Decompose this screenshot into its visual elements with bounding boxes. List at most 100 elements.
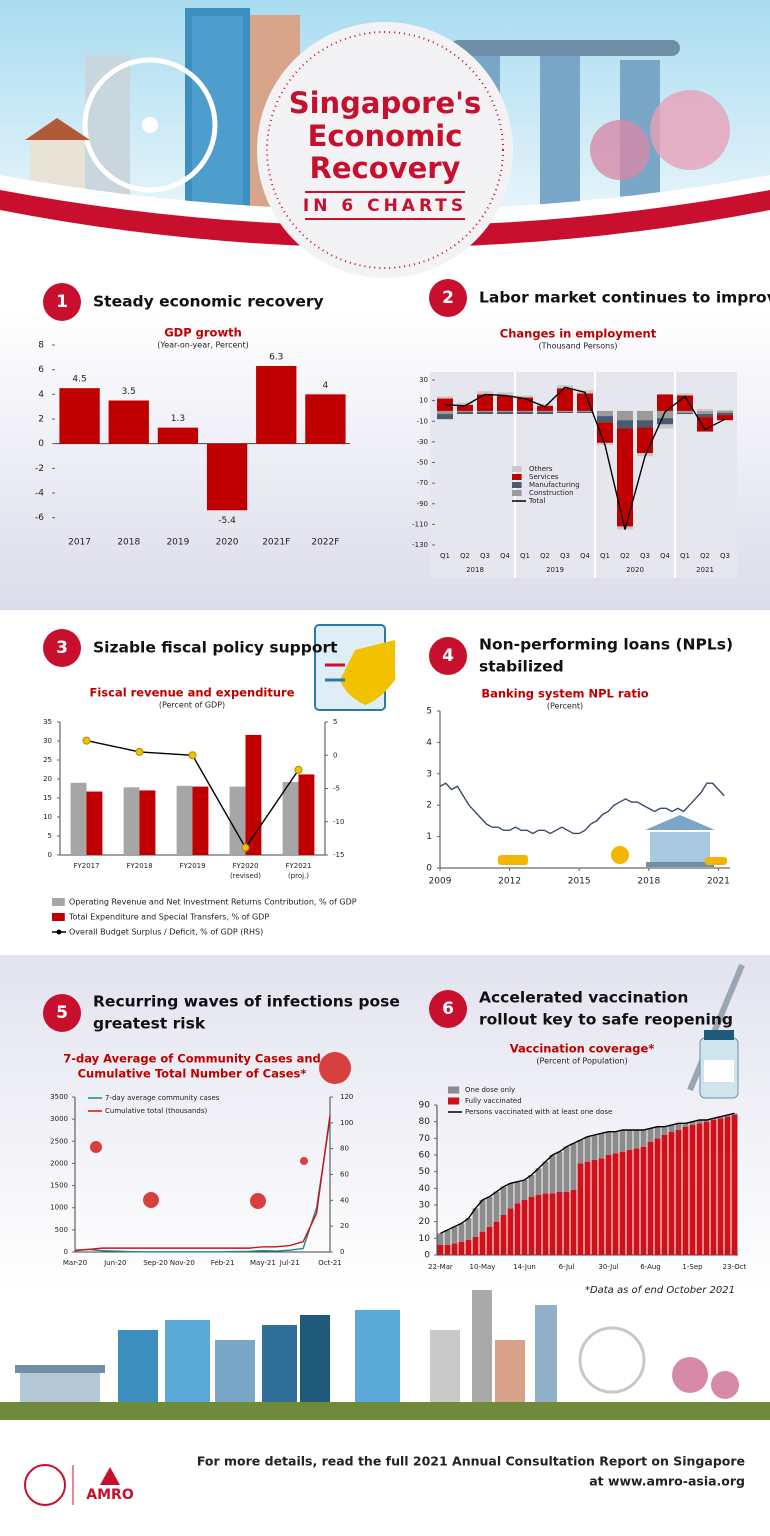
bar-segment	[577, 411, 593, 413]
legend-swatch	[512, 482, 522, 488]
bar-segment	[557, 411, 573, 413]
bar-segment	[677, 413, 693, 415]
y-tick-label: 1000	[50, 1204, 68, 1212]
bar-segment	[591, 1160, 598, 1255]
y-tick-label: -90	[417, 500, 428, 508]
y-tick-label: 3500	[50, 1093, 68, 1101]
legend-label: Total	[528, 497, 545, 505]
bar-segment	[479, 1200, 486, 1232]
bar	[245, 734, 262, 855]
bar-segment	[535, 1168, 542, 1195]
section-title: greatest risk	[93, 1015, 206, 1033]
section-title: Recurring waves of infections pose	[93, 993, 400, 1011]
x-tick-label: Q3	[720, 552, 730, 560]
bar-segment	[514, 1181, 521, 1204]
bar-segment	[633, 1130, 640, 1149]
bar-segment	[537, 405, 553, 411]
x-tick-label: FY2019	[179, 862, 205, 870]
bar	[139, 790, 156, 855]
bar-segment	[451, 1243, 458, 1255]
bar	[59, 388, 100, 444]
bar-segment	[657, 394, 673, 411]
section-number: 4	[442, 646, 454, 666]
y-tick-label: 6	[38, 365, 44, 375]
data-label: 4	[323, 381, 329, 391]
data-label: -5.4	[218, 516, 236, 526]
bar-segment	[657, 410, 673, 419]
bar-segment	[493, 1191, 500, 1222]
bar-segment	[570, 1190, 577, 1255]
chart-subtitle: (Percent)	[547, 702, 583, 711]
x-group-label: 2018	[466, 566, 484, 574]
bar-segment	[724, 1116, 731, 1255]
bar-segment	[689, 1121, 696, 1125]
bar-segment	[458, 1223, 465, 1242]
bar-segment	[537, 403, 553, 406]
x-tick-label: Q4	[580, 552, 591, 560]
x-tick-label: 2019	[166, 538, 189, 548]
bar-segment	[521, 1200, 528, 1255]
section-number: 2	[442, 288, 454, 308]
y2-tick-label: 60	[340, 1171, 349, 1179]
legend-label: Overall Budget Surplus / Deficit, % of G…	[69, 928, 263, 937]
x-tick-label: FY2018	[126, 862, 152, 870]
x-tick-label: Q1	[520, 552, 530, 560]
y-tick-label: -4	[35, 489, 44, 499]
bar-segment	[640, 1146, 647, 1255]
x-tick-label: 2020	[216, 538, 239, 548]
y-tick-label: 8	[38, 341, 44, 351]
bar-segment	[507, 1208, 514, 1255]
bar-segment	[542, 1193, 549, 1255]
bar	[206, 443, 248, 511]
bar-segment	[458, 1241, 465, 1255]
bar-segment	[493, 1221, 500, 1255]
section-title: Non-performing loans (NPLs)	[479, 636, 733, 654]
bar-segment	[696, 1120, 703, 1124]
x-tick-label: Q2	[620, 552, 630, 560]
legend-label: Persons vaccinated with at least one dos…	[465, 1108, 612, 1116]
bar-segment	[677, 393, 693, 396]
legend-label: 7-day average community cases	[105, 1094, 220, 1102]
bar	[86, 791, 103, 855]
bar-segment	[696, 1123, 703, 1255]
bar	[282, 782, 299, 855]
x-tick-label: 2018	[117, 538, 140, 548]
line	[74, 1114, 331, 1252]
chart-title: Cumulative Total Number of Cases*	[78, 1067, 307, 1081]
bar-segment	[668, 1125, 675, 1132]
bar-segment	[556, 1191, 563, 1255]
y2-tick-label: 0	[333, 751, 337, 759]
bar-segment	[486, 1226, 493, 1255]
bar-segment	[717, 1118, 724, 1255]
bar-segment	[612, 1153, 619, 1255]
line-marker	[294, 765, 303, 774]
section-number: 6	[442, 999, 454, 1019]
bar-segment	[514, 1203, 521, 1255]
y-tick-label: 2500	[50, 1137, 68, 1145]
bar-segment	[675, 1130, 682, 1255]
legend-marker	[56, 929, 62, 935]
y-tick-label: 25	[43, 756, 52, 764]
x-tick-label: FY2020	[232, 862, 258, 870]
bar	[123, 787, 140, 855]
y-tick-label: 3	[426, 769, 432, 779]
bar-segment	[703, 1120, 710, 1122]
bar-segment	[626, 1150, 633, 1255]
x-tick-label: 22-Mar	[428, 1263, 453, 1271]
x-tick-label: May-21	[250, 1259, 276, 1267]
bar-segment	[577, 393, 593, 411]
section-number: 3	[56, 638, 68, 658]
bar-segment	[444, 1230, 451, 1245]
virus-icons	[90, 1052, 351, 1209]
bar-segment	[731, 1115, 738, 1255]
x-tick-label: Q4	[660, 552, 671, 560]
main-title: Recovery	[310, 151, 461, 185]
bar-segment	[675, 1123, 682, 1130]
bar-segment	[500, 1215, 507, 1255]
chart-title: 7-day Average of Community Cases and	[63, 1052, 321, 1066]
data-label: 6.3	[269, 352, 283, 362]
y-tick-label: 0	[426, 864, 432, 874]
bar-segment	[517, 411, 533, 415]
bar-segment	[597, 410, 613, 417]
x-tick-label: 2017	[68, 538, 91, 548]
